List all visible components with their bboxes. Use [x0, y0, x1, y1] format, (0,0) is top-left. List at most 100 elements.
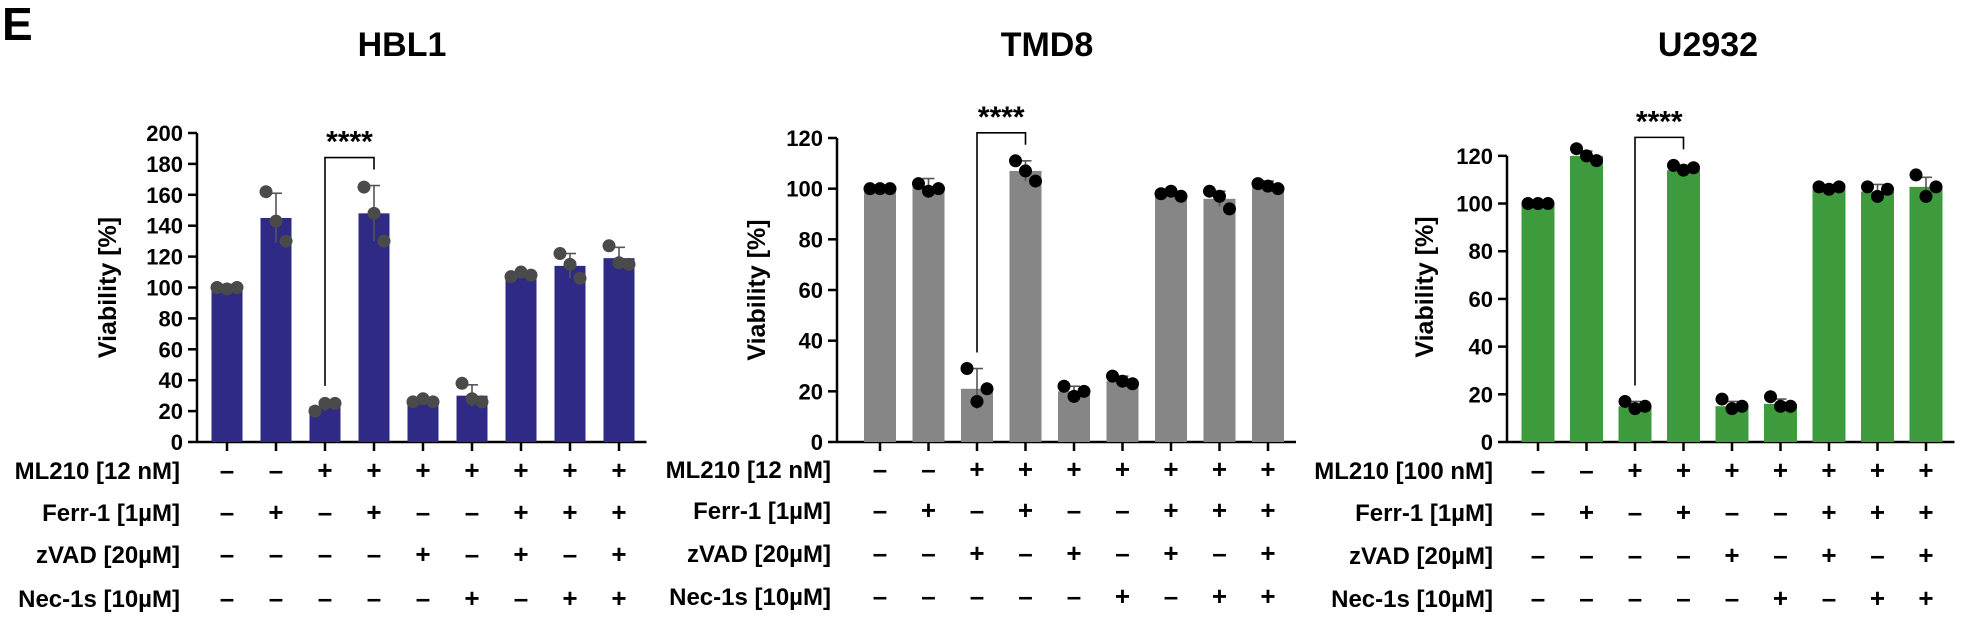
chart-hbl1: HBL1 Viability [%] 0 20 40 60 80 100 120 140 160 18…: [15, 26, 647, 613]
data-point: [563, 257, 577, 271]
data-point: [883, 182, 897, 196]
condition-sign: +: [969, 538, 984, 568]
data-point: [1618, 394, 1632, 408]
condition-sign: –: [873, 581, 887, 611]
condition-sign: +: [1260, 538, 1275, 568]
data-point: [1735, 399, 1749, 413]
data-point: [1077, 384, 1091, 398]
significance-bracket: [1634, 136, 1685, 386]
condition-label: Ferr-1 [1µM]: [1355, 500, 1493, 527]
condition-label: Nec-1s [10µM]: [669, 584, 831, 611]
y-tick-label: 160: [146, 183, 183, 208]
condition-sign: +: [1724, 540, 1739, 570]
y-tick-label: 60: [1469, 287, 1493, 312]
bar: [505, 275, 537, 442]
bar: [554, 265, 586, 442]
condition-label: Ferr-1 [1µM]: [42, 500, 180, 527]
bar: [1812, 189, 1846, 442]
data-point: [1919, 189, 1933, 203]
data-point: [1638, 399, 1652, 413]
condition-sign: +: [415, 539, 430, 569]
data-point: [455, 376, 469, 390]
data-point: [1251, 177, 1265, 191]
condition-sign: +: [1870, 455, 1885, 485]
bar: [1521, 203, 1555, 442]
condition-sign: +: [1260, 495, 1275, 525]
data-point: [328, 396, 342, 410]
data-point: [279, 234, 293, 248]
data-point: [1929, 180, 1943, 194]
condition-label: ML210 [12 nM]: [15, 458, 180, 485]
condition-sign: –: [514, 583, 528, 613]
y-axis-label: Viability [%]: [94, 217, 122, 358]
condition-sign: +: [268, 497, 283, 527]
data-point: [1057, 379, 1071, 393]
y-tick-label: 40: [799, 329, 823, 354]
data-point: [1764, 390, 1777, 404]
condition-sign: +: [1821, 455, 1836, 485]
condition-sign: –: [921, 454, 935, 484]
condition-sign: –: [318, 497, 332, 527]
significance-label: ****: [326, 126, 373, 159]
condition-sign: –: [220, 539, 234, 569]
condition-sign: –: [1531, 583, 1545, 613]
significance-bracket: [324, 156, 375, 386]
condition-sign: +: [366, 455, 381, 485]
condition-sign: +: [1260, 454, 1275, 484]
data-point: [1784, 399, 1797, 413]
condition-sign: +: [562, 455, 577, 485]
condition-sign: +: [1821, 497, 1836, 527]
condition-sign: –: [1531, 455, 1545, 485]
data-point: [922, 184, 935, 198]
condition-sign: +: [1163, 538, 1178, 568]
condition-label: Nec-1s [10µM]: [1331, 586, 1493, 613]
bar: [912, 186, 945, 442]
data-point: [622, 257, 636, 271]
condition-sign: +: [1676, 455, 1691, 485]
condition-sign: –: [367, 539, 381, 569]
condition-sign: –: [921, 581, 935, 611]
bar: [358, 213, 390, 442]
condition-sign: +: [1918, 497, 1933, 527]
data-point: [1580, 149, 1593, 163]
data-point: [1164, 184, 1178, 198]
data-point: [1116, 374, 1129, 388]
chart-title: HBL1: [358, 26, 447, 64]
condition-sign: –: [318, 583, 332, 613]
condition-sign: +: [513, 455, 528, 485]
condition-sign: +: [317, 455, 332, 485]
condition-sign: +: [611, 497, 626, 527]
data-point: [1667, 158, 1680, 172]
condition-sign: +: [611, 583, 626, 613]
data-point: [1067, 389, 1081, 403]
y-axis-label: Viability [%]: [1411, 216, 1439, 357]
data-point: [1832, 180, 1846, 194]
bar: [407, 401, 439, 442]
condition-sign: –: [1115, 495, 1129, 525]
data-point: [970, 394, 984, 408]
condition-sign: +: [1918, 583, 1933, 613]
condition-sign: –: [1628, 497, 1642, 527]
condition-sign: –: [873, 495, 887, 525]
data-point: [612, 256, 626, 270]
bar: [603, 258, 635, 442]
chart-u2932: U2932 Viability [%] 0 20 40 60 80 100 120 **** ML2…: [1314, 26, 1955, 613]
condition-sign: –: [269, 539, 283, 569]
y-tick-label: 20: [159, 399, 183, 424]
data-point: [1126, 377, 1139, 391]
y-tick-label: 0: [1481, 430, 1493, 455]
condition-sign: –: [1773, 497, 1787, 527]
data-point: [220, 282, 234, 296]
condition-sign: +: [1115, 581, 1130, 611]
condition-sign: +: [1579, 497, 1594, 527]
condition-label: Ferr-1 [1µM]: [693, 498, 831, 525]
data-point: [416, 392, 430, 406]
condition-sign: –: [970, 581, 984, 611]
y-tick-label: 140: [146, 214, 183, 239]
chart-tmd8: TMD8 Viability [%] 0 20 40 60 80 100 120 **** ML21…: [666, 26, 1296, 611]
data-point: [1531, 197, 1545, 211]
condition-sign: +: [1066, 454, 1081, 484]
data-point: [1203, 184, 1216, 198]
data-point: [1677, 163, 1690, 177]
